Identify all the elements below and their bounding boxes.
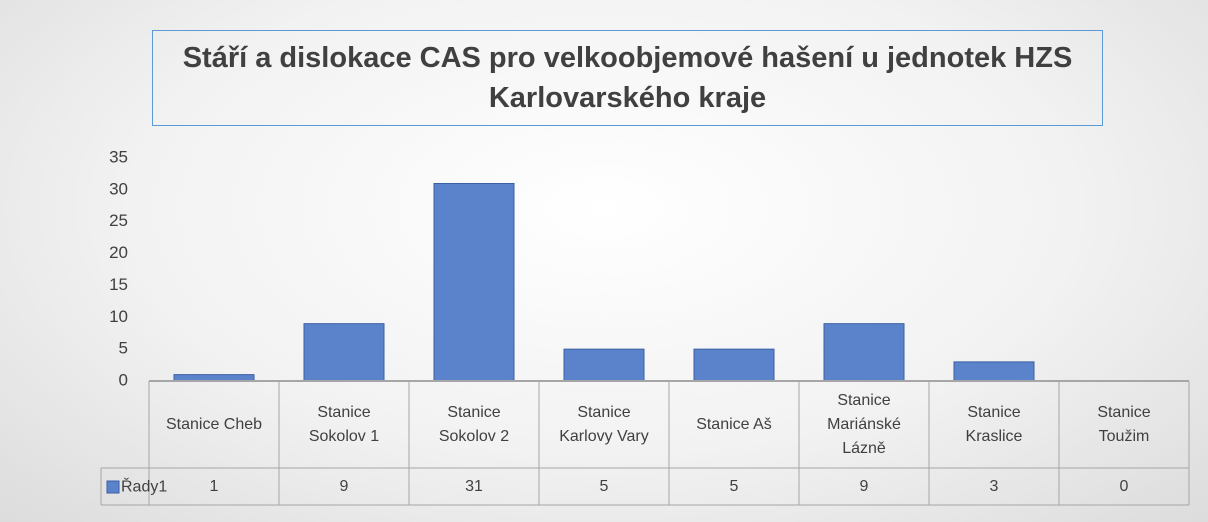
value-label: 9: [799, 468, 929, 505]
bar: [433, 182, 515, 382]
bar: [823, 323, 905, 382]
category-label: Stanice Sokolov 1: [279, 381, 409, 468]
value-label: 5: [539, 468, 669, 505]
category-label-text: Stanice Sokolov 2: [438, 403, 510, 445]
category-label: Stanice Toužim: [1059, 381, 1189, 468]
value-label: 0: [1059, 468, 1189, 505]
legend-label: Řady1: [121, 477, 167, 496]
bar: [953, 361, 1035, 382]
legend-swatch: [106, 480, 120, 494]
value-label-text: 1: [209, 477, 219, 495]
bar: [303, 323, 385, 382]
category-label-text: Stanice Karlovy Vary: [559, 403, 649, 445]
value-label-text: 3: [989, 477, 999, 495]
category-label: Stanice Karlovy Vary: [539, 381, 669, 468]
value-label-text: 9: [859, 477, 869, 495]
y-tick-label: 25: [109, 211, 128, 230]
y-tick-label: 20: [109, 243, 128, 262]
bar: [693, 348, 775, 382]
category-label: Stanice Sokolov 2: [409, 381, 539, 468]
category-label-text: Stanice Mariánské Lázně: [827, 391, 901, 457]
value-label: 31: [409, 468, 539, 505]
category-label-text: Stanice Toužim: [1097, 403, 1151, 445]
value-label: 1: [149, 468, 279, 505]
value-label: 5: [669, 468, 799, 505]
value-label-text: 5: [599, 477, 609, 495]
y-tick-label: 15: [109, 275, 128, 294]
value-label-text: 31: [465, 477, 483, 495]
category-label: Stanice Cheb: [149, 381, 279, 468]
y-tick-label: 10: [109, 307, 128, 326]
chart-title: Stáří a dislokace CAS pro velkoobjemové …: [152, 30, 1103, 126]
value-label-text: 0: [1119, 477, 1129, 495]
category-label: Stanice Mariánské Lázně: [799, 381, 929, 468]
category-label-text: Stanice Aš: [696, 415, 772, 433]
value-label-text: 5: [729, 477, 739, 495]
category-label-text: Stanice Sokolov 1: [308, 403, 380, 445]
value-label: 9: [279, 468, 409, 505]
y-tick-label: 5: [119, 339, 128, 358]
category-label-text: Stanice Kraslice: [965, 403, 1023, 445]
category-label: Stanice Aš: [669, 381, 799, 468]
category-label: Stanice Kraslice: [929, 381, 1059, 468]
bar: [563, 348, 645, 382]
category-label-text: Stanice Cheb: [165, 415, 263, 433]
y-tick-label: 35: [109, 147, 128, 166]
value-label: 3: [929, 468, 1059, 505]
y-tick-label: 0: [119, 370, 128, 389]
value-label-text: 9: [339, 477, 349, 495]
y-tick-label: 30: [109, 179, 128, 198]
